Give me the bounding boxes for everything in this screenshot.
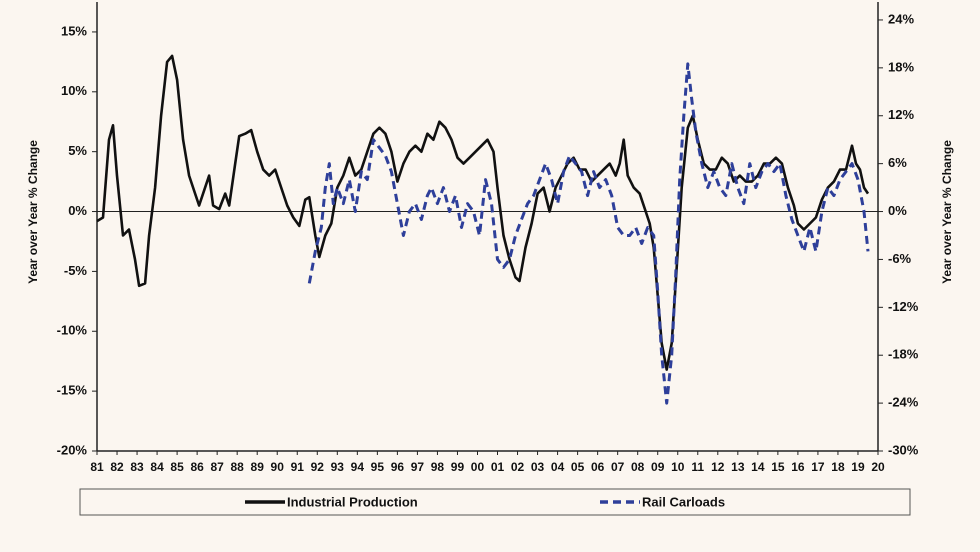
y-tick-label: 15% [61,23,87,38]
x-tick-label: 04 [551,460,565,474]
x-tick-label: 07 [611,460,625,474]
legend-label: Industrial Production [287,494,418,509]
x-tick-label: 09 [651,460,665,474]
y2-tick-label: -18% [888,347,919,362]
y2-tick-label: 24% [888,11,914,26]
y-tick-label: 5% [68,143,87,158]
x-tick-label: 15 [771,460,785,474]
x-tick-label: 14 [751,460,765,474]
y2-tick-label: 0% [888,203,907,218]
x-tick-label: 12 [711,460,725,474]
x-tick-label: 16 [791,460,805,474]
x-tick-label: 91 [291,460,305,474]
y-tick-label: 10% [61,83,87,98]
x-tick-label: 20 [871,460,885,474]
x-tick-label: 13 [731,460,745,474]
x-tick-label: 98 [431,460,445,474]
x-tick-label: 85 [170,460,184,474]
y2-tick-label: 12% [888,107,914,122]
y2-axis-label: Year over Year % Change [940,140,954,284]
x-tick-label: 87 [210,460,224,474]
x-tick-label: 84 [150,460,164,474]
x-tick-label: 06 [591,460,605,474]
x-tick-label: 82 [110,460,124,474]
x-tick-label: 08 [631,460,645,474]
x-tick-label: 86 [190,460,204,474]
x-tick-label: 88 [230,460,244,474]
y2-tick-label: -12% [888,299,919,314]
y2-tick-label: -30% [888,442,919,457]
x-tick-label: 90 [271,460,285,474]
x-tick-label: 19 [851,460,865,474]
y2-tick-label: 18% [888,59,914,74]
y-tick-label: -15% [57,383,88,398]
x-tick-label: 11 [691,460,704,474]
x-tick-label: 01 [491,460,505,474]
x-tick-label: 96 [391,460,405,474]
x-tick-label: 95 [371,460,385,474]
series-line [96,54,870,371]
y2-tick-label: -24% [888,395,919,410]
x-tick-label: 94 [351,460,365,474]
x-tick-label: 83 [130,460,144,474]
y-tick-label: -20% [57,442,88,457]
x-tick-label: 89 [251,460,265,474]
y-tick-label: -5% [64,263,88,278]
y2-tick-label: 6% [888,155,907,170]
legend-box [79,488,911,516]
x-tick-label: 99 [451,460,465,474]
legend-label: Rail Carloads [642,494,725,509]
x-tick-label: 97 [411,460,425,474]
x-tick-label: 10 [671,460,685,474]
x-tick-label: 03 [531,460,545,474]
x-tick-label: 93 [331,460,345,474]
x-tick-label: 92 [311,460,325,474]
y-tick-label: 0% [68,203,87,218]
x-tick-label: 18 [831,460,845,474]
x-tick-label: 00 [471,460,485,474]
y-tick-label: -10% [57,323,88,338]
x-tick-label: 17 [811,460,825,474]
x-tick-label: 05 [571,460,585,474]
y2-tick-label: -6% [888,251,912,266]
y-axis-label: Year over Year % Change [26,140,40,284]
x-tick-label: 02 [511,460,525,474]
x-tick-label: 81 [90,460,104,474]
series-line [307,62,870,405]
